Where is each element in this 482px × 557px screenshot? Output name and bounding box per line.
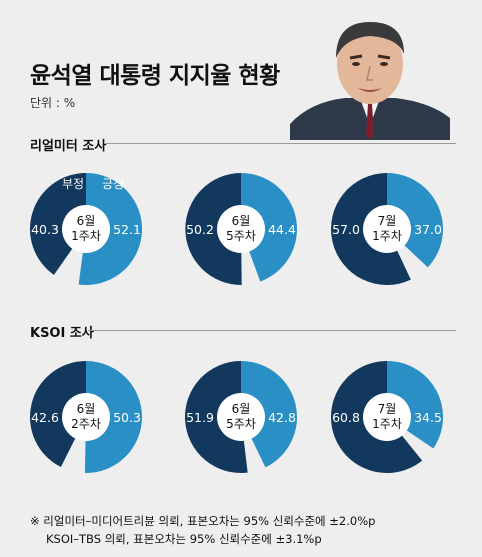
center-label: 5주차 bbox=[226, 229, 256, 243]
legend-positive: 긍정 bbox=[102, 177, 125, 191]
donut-center bbox=[363, 393, 411, 441]
donut-center bbox=[217, 393, 265, 441]
donut-center bbox=[217, 205, 265, 253]
donut-center bbox=[62, 205, 110, 253]
data-label-positive: 34.5 bbox=[414, 410, 442, 425]
center-label: 2주차 bbox=[71, 417, 101, 431]
donut-center bbox=[363, 205, 411, 253]
donut-slice-negative bbox=[184, 361, 248, 473]
footnote: ※ 리얼미터–미디어트리뷴 의뢰, 표본오차는 95% 신뢰수준에 ±2.0%p… bbox=[30, 512, 375, 548]
center-label: 6월 bbox=[77, 214, 96, 228]
data-label-positive: 52.1 bbox=[113, 222, 141, 237]
data-label-negative: 40.3 bbox=[31, 222, 59, 237]
data-label-negative: 42.6 bbox=[31, 410, 59, 425]
center-label: 5주차 bbox=[226, 417, 256, 431]
center-label: 6월 bbox=[77, 402, 96, 416]
center-label: 1주차 bbox=[372, 417, 402, 431]
legend-negative: 부정 bbox=[62, 177, 85, 191]
president-photo bbox=[290, 22, 450, 140]
data-label-positive: 44.4 bbox=[268, 222, 296, 237]
unit-label: 단위 : % bbox=[30, 96, 76, 110]
section-divider bbox=[104, 143, 456, 144]
data-label-positive: 50.3 bbox=[113, 410, 141, 425]
center-label: 6월 bbox=[232, 402, 251, 416]
center-label: 1주차 bbox=[71, 229, 101, 243]
data-label-negative: 60.8 bbox=[332, 410, 360, 425]
footnote-line-1: ※ 리얼미터–미디어트리뷴 의뢰, 표본오차는 95% 신뢰수준에 ±2.0%p bbox=[30, 514, 376, 528]
data-label-negative: 51.9 bbox=[186, 410, 214, 425]
center-label: 7월 bbox=[378, 402, 397, 416]
donut-slice-positive bbox=[387, 361, 444, 449]
data-label-negative: 57.0 bbox=[332, 222, 360, 237]
center-label: 6월 bbox=[232, 214, 251, 228]
donut-slice-positive bbox=[241, 173, 298, 282]
donut-slice-positive bbox=[78, 172, 143, 285]
donut-slice-negative bbox=[185, 173, 242, 286]
donut-slice-positive bbox=[387, 173, 443, 268]
donut-slice-positive bbox=[84, 361, 142, 473]
footnote-line-2: KSOI–TBS 의뢰, 표본오차는 95% 신뢰수준에 ±3.1%p bbox=[46, 532, 322, 546]
page-title: 윤석열 대통령 지지율 현황 bbox=[30, 63, 280, 89]
data-label-negative: 50.2 bbox=[186, 222, 214, 237]
data-label-positive: 37.0 bbox=[414, 222, 442, 237]
section-label-ksoi: KSOI 조사 bbox=[30, 326, 94, 341]
center-label: 1주차 bbox=[372, 229, 402, 243]
section-divider bbox=[88, 330, 456, 331]
donut-slice-positive bbox=[241, 361, 298, 468]
section-label-realmeter: 리얼미터 조사 bbox=[30, 139, 107, 154]
center-label: 7월 bbox=[378, 214, 397, 228]
donut-center bbox=[62, 393, 110, 441]
donut-slice-negative bbox=[29, 173, 86, 275]
data-label-positive: 42.8 bbox=[268, 410, 296, 425]
donut-slice-negative bbox=[29, 361, 87, 468]
